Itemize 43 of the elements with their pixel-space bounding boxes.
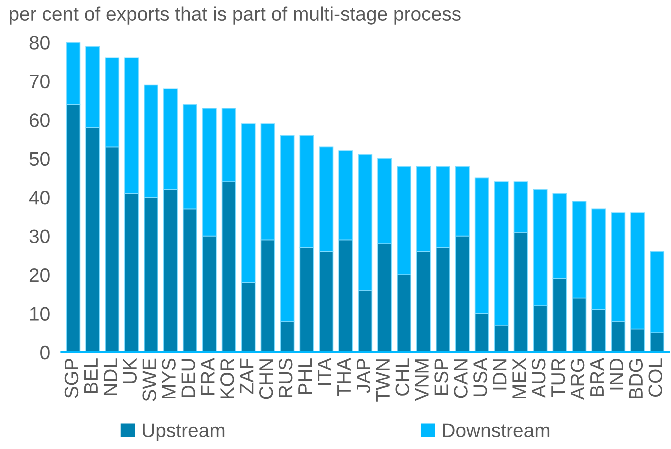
x-tick-label: NDL [104, 358, 118, 396]
x-tick-label: DEU [182, 360, 196, 398]
x-tick-label: BRA [590, 358, 604, 396]
x-tick-label: PHL [298, 358, 312, 394]
chart-title: per cent of exports that is part of multi-stage process [10, 6, 461, 25]
y-tick-label: 60 [30, 114, 50, 128]
x-tick-label: SWE [142, 358, 156, 402]
y-tick-label: 0 [40, 346, 50, 360]
x-tick-label: VNM [415, 360, 429, 402]
x-tick-label: IND [610, 358, 624, 390]
y-tick-label: 70 [30, 74, 50, 89]
y-tick-label: 50 [30, 152, 50, 166]
x-tick-label: KOR [220, 358, 234, 399]
legend-label: Downstream [443, 424, 550, 438]
x-tick-label: JAP [357, 359, 371, 394]
x-tick-label: THA [338, 358, 351, 396]
x-tick-label: ZAF [240, 358, 254, 394]
x-tick-label: RUS [278, 358, 293, 398]
x-tick-label: AUS [532, 358, 546, 398]
x-tick-label: UK [123, 358, 138, 384]
x-tick-label: CAN [454, 360, 468, 398]
x-tick-label: FRA [201, 358, 215, 396]
y-tick-label: 40 [29, 191, 50, 205]
x-tick-label: ARG [570, 359, 585, 400]
y-tick-label: 10 [30, 307, 50, 321]
legend-label: Upstream [143, 424, 225, 442]
x-tick-label: MEX [512, 358, 526, 399]
x-tick-label: CHN [259, 360, 274, 400]
x-tick-label: CHL [396, 358, 410, 396]
x-tick-label: MYS [162, 358, 176, 399]
x-tick-label: BDG [629, 359, 644, 399]
y-tick-label: 20 [30, 268, 50, 282]
x-tick-label: ITA [318, 358, 332, 386]
x-tick-label: USA [474, 358, 488, 396]
x-tick-label: TUR [552, 358, 566, 398]
y-tick-label: 30 [30, 230, 50, 244]
x-tick-label: BEL [84, 358, 98, 394]
y-tick-label: 80 [30, 36, 50, 50]
x-tick-label: TWN [376, 360, 390, 402]
x-tick-label: SGP [64, 359, 79, 398]
x-tick-label: ESP [434, 359, 448, 396]
x-tick-label: COL [648, 358, 663, 398]
x-tick-label: IDN [493, 360, 507, 390]
